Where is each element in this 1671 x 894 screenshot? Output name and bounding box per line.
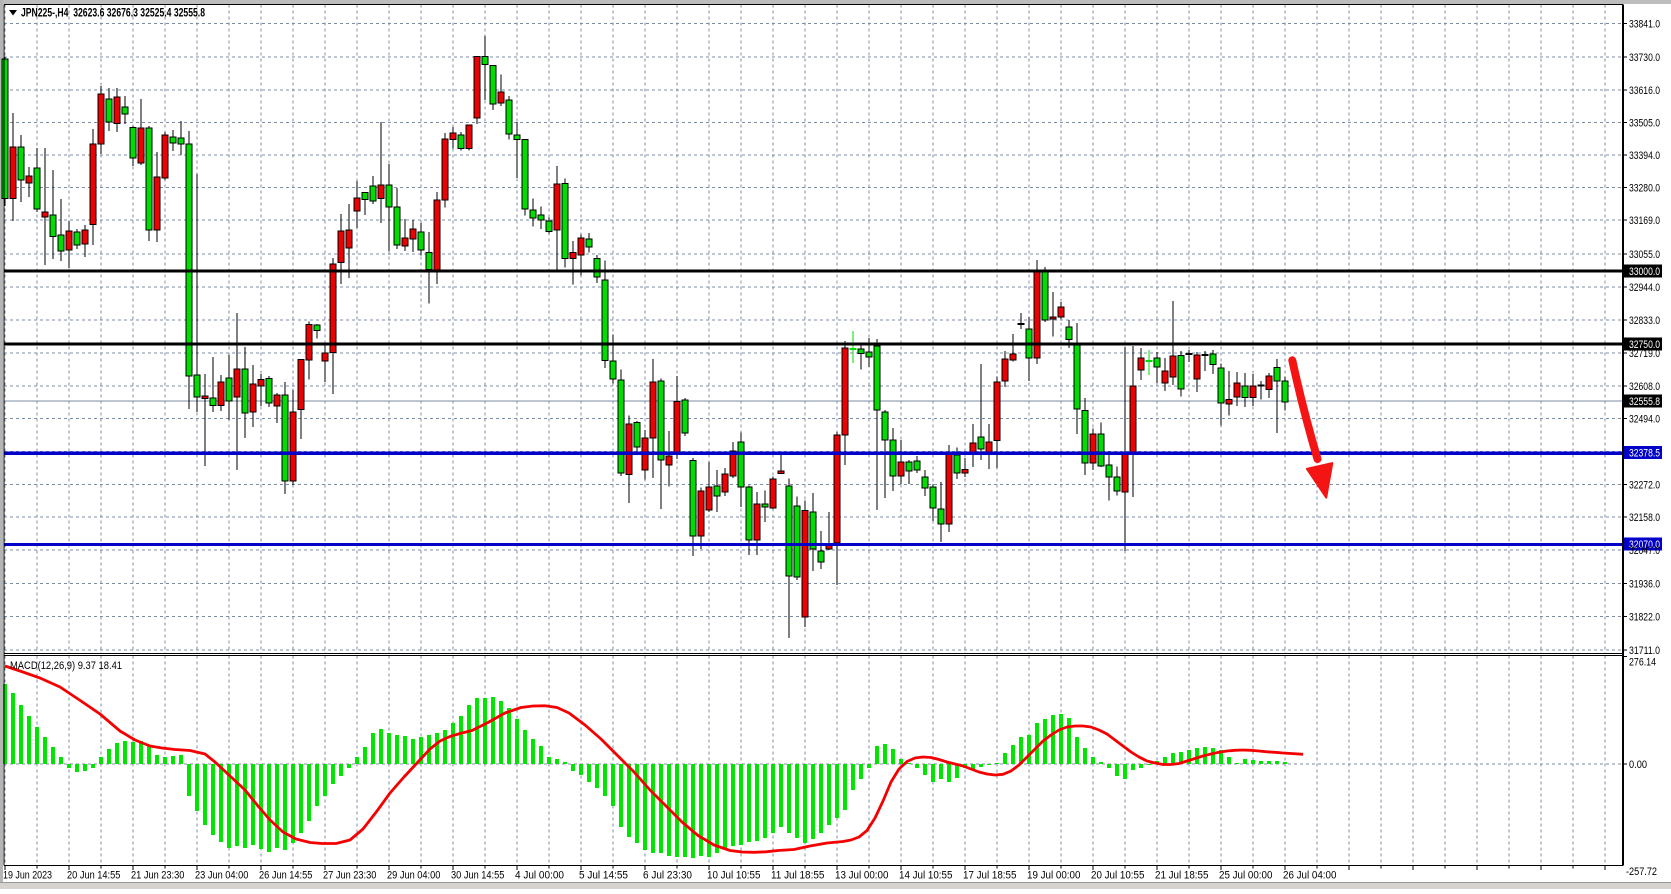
svg-text:29 Jun 04:00: 29 Jun 04:00 xyxy=(387,870,440,882)
svg-text:20 Jun 14:55: 20 Jun 14:55 xyxy=(67,870,120,882)
svg-text:32944.0: 32944.0 xyxy=(1629,282,1660,294)
svg-text:JPN225-,H4 32623.6 32676.3 32: JPN225-,H4 32623.6 32676.3 32525.4 32555… xyxy=(21,6,205,20)
svg-text:32378.5: 32378.5 xyxy=(1629,448,1660,460)
svg-text:26 Jun 14:55: 26 Jun 14:55 xyxy=(259,870,312,882)
svg-text:31711.0: 31711.0 xyxy=(1629,645,1660,657)
svg-text:20 Jul 10:55: 20 Jul 10:55 xyxy=(1091,870,1144,882)
svg-text:33394.0: 33394.0 xyxy=(1629,150,1660,162)
svg-text:5 Jul 14:55: 5 Jul 14:55 xyxy=(579,870,628,882)
svg-text:21 Jul 18:55: 21 Jul 18:55 xyxy=(1155,870,1208,882)
svg-text:33000.0: 33000.0 xyxy=(1629,266,1660,278)
svg-text:11 Jul 18:55: 11 Jul 18:55 xyxy=(771,870,824,882)
svg-text:33169.0: 33169.0 xyxy=(1629,215,1660,227)
svg-text:32494.0: 32494.0 xyxy=(1629,414,1660,426)
svg-text:27 Jun 23:30: 27 Jun 23:30 xyxy=(323,870,376,882)
svg-text:30 Jun 14:55: 30 Jun 14:55 xyxy=(451,870,504,882)
svg-text:19 Jun 2023: 19 Jun 2023 xyxy=(3,870,52,882)
svg-text:32750.0: 32750.0 xyxy=(1629,339,1660,351)
svg-text:32608.0: 32608.0 xyxy=(1629,381,1660,393)
svg-text:10 Jul 10:55: 10 Jul 10:55 xyxy=(707,870,760,882)
svg-text:17 Jul 18:55: 17 Jul 18:55 xyxy=(963,870,1016,882)
svg-text:31936.0: 31936.0 xyxy=(1629,579,1660,591)
svg-text:21 Jun 23:30: 21 Jun 23:30 xyxy=(131,870,184,882)
svg-text:32070.0: 32070.0 xyxy=(1629,539,1660,551)
svg-text:32555.8: 32555.8 xyxy=(1629,396,1660,408)
svg-text:33841.0: 33841.0 xyxy=(1629,19,1660,31)
svg-text:0.00: 0.00 xyxy=(1629,759,1647,771)
svg-text:33055.0: 33055.0 xyxy=(1629,249,1660,261)
svg-text:4 Jul 00:00: 4 Jul 00:00 xyxy=(515,870,564,882)
svg-text:-257.72: -257.72 xyxy=(1626,866,1657,878)
svg-text:6 Jul 23:30: 6 Jul 23:30 xyxy=(643,870,692,882)
svg-text:26 Jul 04:00: 26 Jul 04:00 xyxy=(1283,870,1336,882)
svg-text:32047.0: 32047.0 xyxy=(1629,545,1660,557)
svg-text:33616.0: 33616.0 xyxy=(1629,85,1660,97)
svg-text:33505.0: 33505.0 xyxy=(1629,118,1660,130)
svg-text:25 Jul 00:00: 25 Jul 00:00 xyxy=(1219,870,1272,882)
svg-text:31822.0: 31822.0 xyxy=(1629,612,1660,624)
svg-text:32719.0: 32719.0 xyxy=(1629,348,1660,360)
svg-text:32833.0: 32833.0 xyxy=(1629,315,1660,327)
svg-text:19 Jul 00:00: 19 Jul 00:00 xyxy=(1027,870,1080,882)
svg-text:23 Jun 04:00: 23 Jun 04:00 xyxy=(195,870,248,882)
svg-text:32272.0: 32272.0 xyxy=(1629,480,1660,492)
svg-text:33730.0: 33730.0 xyxy=(1629,52,1660,64)
svg-text:MACD(12,26,9) 9.37 18.41: MACD(12,26,9) 9.37 18.41 xyxy=(10,660,122,672)
svg-text:276.14: 276.14 xyxy=(1629,657,1656,669)
svg-text:32158.0: 32158.0 xyxy=(1629,512,1660,524)
svg-text:13 Jul 00:00: 13 Jul 00:00 xyxy=(835,870,888,882)
svg-text:14 Jul 10:55: 14 Jul 10:55 xyxy=(899,870,952,882)
svg-text:33280.0: 33280.0 xyxy=(1629,183,1660,195)
